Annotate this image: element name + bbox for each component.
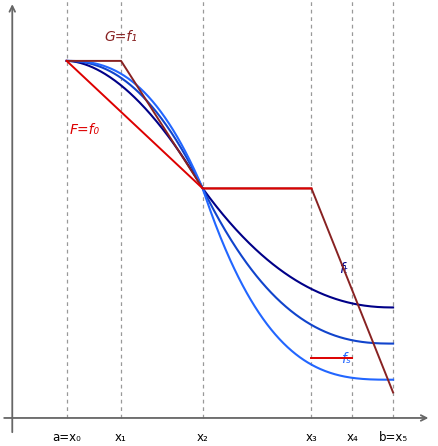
Text: fₛ: fₛ <box>341 352 351 366</box>
Text: x₁: x₁ <box>115 431 127 444</box>
Text: a=x₀: a=x₀ <box>52 431 81 444</box>
Text: fₜ: fₜ <box>339 262 348 277</box>
Text: b=x₅: b=x₅ <box>378 431 408 444</box>
Text: x₃: x₃ <box>306 431 318 444</box>
Text: F=f₀: F=f₀ <box>69 124 99 137</box>
Text: x₄: x₄ <box>346 431 358 444</box>
Text: G=f₁: G=f₁ <box>105 30 138 44</box>
Text: x₂: x₂ <box>197 431 208 444</box>
